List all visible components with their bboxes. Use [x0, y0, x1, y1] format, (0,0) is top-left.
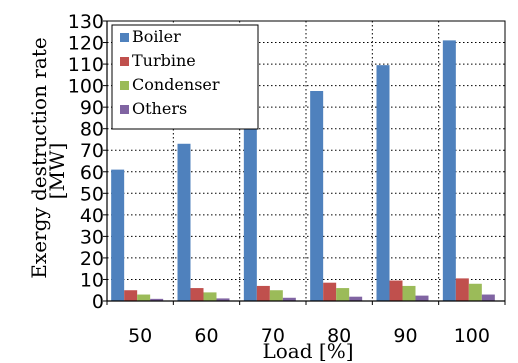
y-tick-label: 70 [80, 140, 104, 162]
x-tick-label: 90 [393, 325, 417, 347]
y-tick-label: 130 [68, 11, 104, 33]
bar-others-70 [282, 297, 296, 301]
bar-condenser-60 [203, 292, 217, 301]
x-tick-label: 80 [327, 325, 351, 347]
bar-turbine-80 [323, 282, 337, 301]
bar-condenser-80 [336, 288, 350, 301]
legend-swatch-condenser [120, 81, 129, 90]
bar-boiler-70 [243, 117, 257, 301]
y-tick-label: 0 [92, 291, 104, 313]
x-tick-label: 100 [454, 325, 490, 347]
y-tick-label: 80 [80, 119, 104, 141]
bar-turbine-60 [190, 288, 204, 301]
legend-label-others: Others [132, 99, 187, 118]
x-tick-label: 60 [194, 325, 218, 347]
legend-swatch-others [120, 105, 129, 114]
bar-boiler-80 [310, 91, 324, 301]
y-tick-label: 120 [68, 33, 104, 55]
x-axis-title: Load [%] [262, 339, 353, 363]
x-tick-labels: 50 60 70 80 90 100 [128, 325, 490, 347]
bar-others-100 [481, 294, 495, 301]
y-tick-label: 100 [68, 76, 104, 98]
bar-condenser-100 [468, 283, 482, 301]
legend-swatch-boiler [120, 33, 129, 42]
bar-others-50 [150, 298, 164, 301]
x-tick-label: 50 [128, 325, 152, 347]
y-tick-label: 10 [80, 269, 104, 291]
legend-label-boiler: Boiler [132, 27, 181, 46]
y-tick-label: 50 [80, 183, 104, 205]
bar-boiler-50 [111, 169, 125, 301]
bar-boiler-90 [376, 65, 390, 302]
y-axis-title-line1: Exergy destruction rate [27, 37, 51, 278]
y-axis-title-line2: [MW] [45, 143, 69, 200]
legend-box [111, 24, 259, 130]
bar-series-group [111, 40, 495, 302]
bar-turbine-90 [389, 280, 403, 301]
gridlines [107, 20, 505, 301]
bar-others-90 [415, 295, 429, 301]
bar-turbine-70 [256, 285, 270, 301]
y-tick-label: 60 [80, 162, 104, 184]
bar-condenser-90 [402, 285, 416, 301]
bar-turbine-100 [455, 278, 469, 301]
y-tick-label: 20 [80, 248, 104, 270]
y-tick-label: 90 [80, 97, 104, 119]
legend: Boiler Turbine Condenser Others [111, 24, 259, 130]
y-tick-label: 30 [80, 226, 104, 248]
bar-condenser-70 [269, 290, 283, 301]
legend-swatch-turbine [120, 57, 129, 66]
x-tick-label: 70 [261, 325, 285, 347]
legend-label-turbine: Turbine [132, 51, 196, 70]
axes [103, 20, 506, 305]
bar-turbine-50 [124, 290, 138, 301]
bar-others-60 [216, 298, 230, 301]
y-tick-label: 40 [80, 205, 104, 227]
y-tick-label: 110 [68, 54, 104, 76]
bar-condenser-50 [137, 294, 151, 301]
bar-others-80 [349, 296, 363, 301]
legend-label-condenser: Condenser [132, 75, 220, 94]
bar-boiler-100 [442, 40, 456, 302]
bar-boiler-60 [177, 143, 191, 301]
